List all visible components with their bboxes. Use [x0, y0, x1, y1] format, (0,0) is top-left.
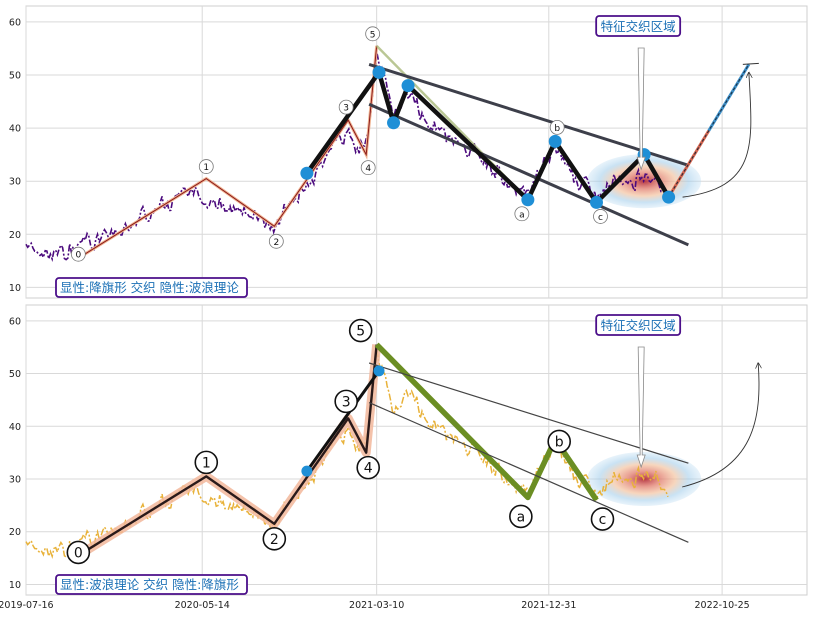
annotation-text: 显性:降旗形 交织 隐性:波浪理论: [60, 280, 239, 295]
region-label-box: [595, 314, 682, 336]
region-pointer-arrow: [636, 47, 646, 171]
y-tick-label: 40: [9, 422, 21, 433]
wave-label-2: 2: [270, 532, 279, 548]
flag-lower-boundary: [368, 102, 689, 247]
x-tick-label: 2022-10-25: [694, 600, 749, 611]
flag-node-marker: [401, 79, 415, 93]
wave-label-0-circle: [70, 246, 86, 262]
wave-label-5-circle: [365, 26, 381, 42]
curved-pointer-arrow: [682, 72, 751, 198]
corrective-label-c-circle: [593, 209, 608, 224]
corrective-label-b-circle: [549, 119, 565, 135]
corrective-label-b: b: [554, 124, 560, 134]
corrective-label-a: a: [517, 509, 526, 525]
corrective-label-a-circle: [509, 504, 533, 529]
x-tick-label: 2020-05-14: [175, 600, 230, 611]
wave-label-4: 4: [364, 461, 373, 477]
wave-label-3: 3: [342, 394, 351, 410]
flag-node-marker: [387, 116, 401, 130]
wave-label-4-circle: [360, 160, 376, 176]
wave-label-3-circle: [334, 389, 358, 414]
x-tick-label: 2021-03-10: [349, 600, 404, 611]
wave-label-1-circle: [194, 450, 219, 475]
corrective-label-b: b: [555, 434, 564, 450]
corrective-label-c-circle: [590, 507, 615, 531]
breakout-arrow-tick: [742, 62, 759, 65]
wave-label-1: 1: [203, 163, 209, 173]
x-tick-label: 2021-12-31: [521, 600, 576, 611]
flag-node-marker: [372, 65, 386, 79]
flag-node-marker: [521, 193, 535, 207]
y-tick-label: 20: [9, 230, 21, 241]
x-tick-label: 2019-07-16: [0, 600, 54, 611]
wave-label-1-circle: [198, 159, 214, 174]
annotation-box: [55, 277, 248, 298]
corrective-label-b-circle: [547, 429, 571, 454]
corrective-label-a: a: [519, 210, 525, 220]
annotation-text: 显性:波浪理论 交织 隐性:降旗形: [60, 577, 239, 592]
wave-label-2: 2: [273, 238, 279, 248]
region-label: 特征交织区域: [601, 318, 676, 333]
y-tick-label: 10: [9, 283, 21, 294]
corrective-label-c: c: [598, 213, 603, 223]
wave-label-2-circle: [262, 527, 287, 551]
y-tick-label: 10: [9, 580, 21, 591]
region-pointer-arrow: [636, 346, 646, 469]
region-label: 特征交织区域: [601, 19, 676, 34]
annotation-box: [55, 574, 248, 595]
flag-pattern-line: [305, 370, 381, 472]
plot-area: [25, 304, 808, 596]
wave-corrective-line: [374, 342, 599, 502]
corrective-label-a-circle: [514, 206, 530, 222]
wave-label-5: 5: [356, 324, 365, 340]
curved-pointer-arrow: [682, 363, 759, 488]
flag-node-marker: [662, 190, 676, 204]
plot-area: [25, 5, 808, 299]
flag-node-marker: [548, 134, 562, 148]
flag-node-marker: [301, 465, 313, 477]
flag-node-marker: [300, 166, 314, 180]
y-tick-label: 60: [9, 316, 21, 327]
wave-label-4: 4: [365, 164, 371, 174]
wave-label-5-circle: [348, 318, 373, 343]
y-tick-label: 20: [9, 527, 21, 538]
wave-label-0-circle: [66, 540, 91, 565]
wave-label-1: 1: [202, 455, 211, 471]
corrective-label-c: c: [599, 512, 607, 528]
wave-label-2-circle: [268, 233, 284, 249]
y-tick-label: 50: [9, 71, 21, 82]
flag-lower-boundary: [368, 401, 689, 543]
flag-upper-boundary: [368, 362, 689, 464]
flag-node-marker: [589, 195, 603, 209]
y-tick-label: 30: [9, 177, 21, 188]
flag-node-marker: [373, 365, 385, 377]
breakout-line-dashed: [668, 64, 750, 198]
wave-label-0: 0: [74, 545, 83, 561]
wave-label-0: 0: [75, 251, 81, 261]
wave-label-5: 5: [370, 30, 376, 40]
wave-label-4-circle: [356, 455, 380, 480]
region-label-box: [595, 15, 682, 37]
y-tick-label: 50: [9, 369, 21, 380]
wave-label-3-circle: [338, 99, 354, 115]
flag-upper-boundary: [368, 62, 689, 167]
y-tick-label: 40: [9, 124, 21, 135]
y-tick-label: 60: [9, 17, 21, 28]
wave-label-3: 3: [343, 104, 349, 114]
y-tick-label: 30: [9, 475, 21, 486]
